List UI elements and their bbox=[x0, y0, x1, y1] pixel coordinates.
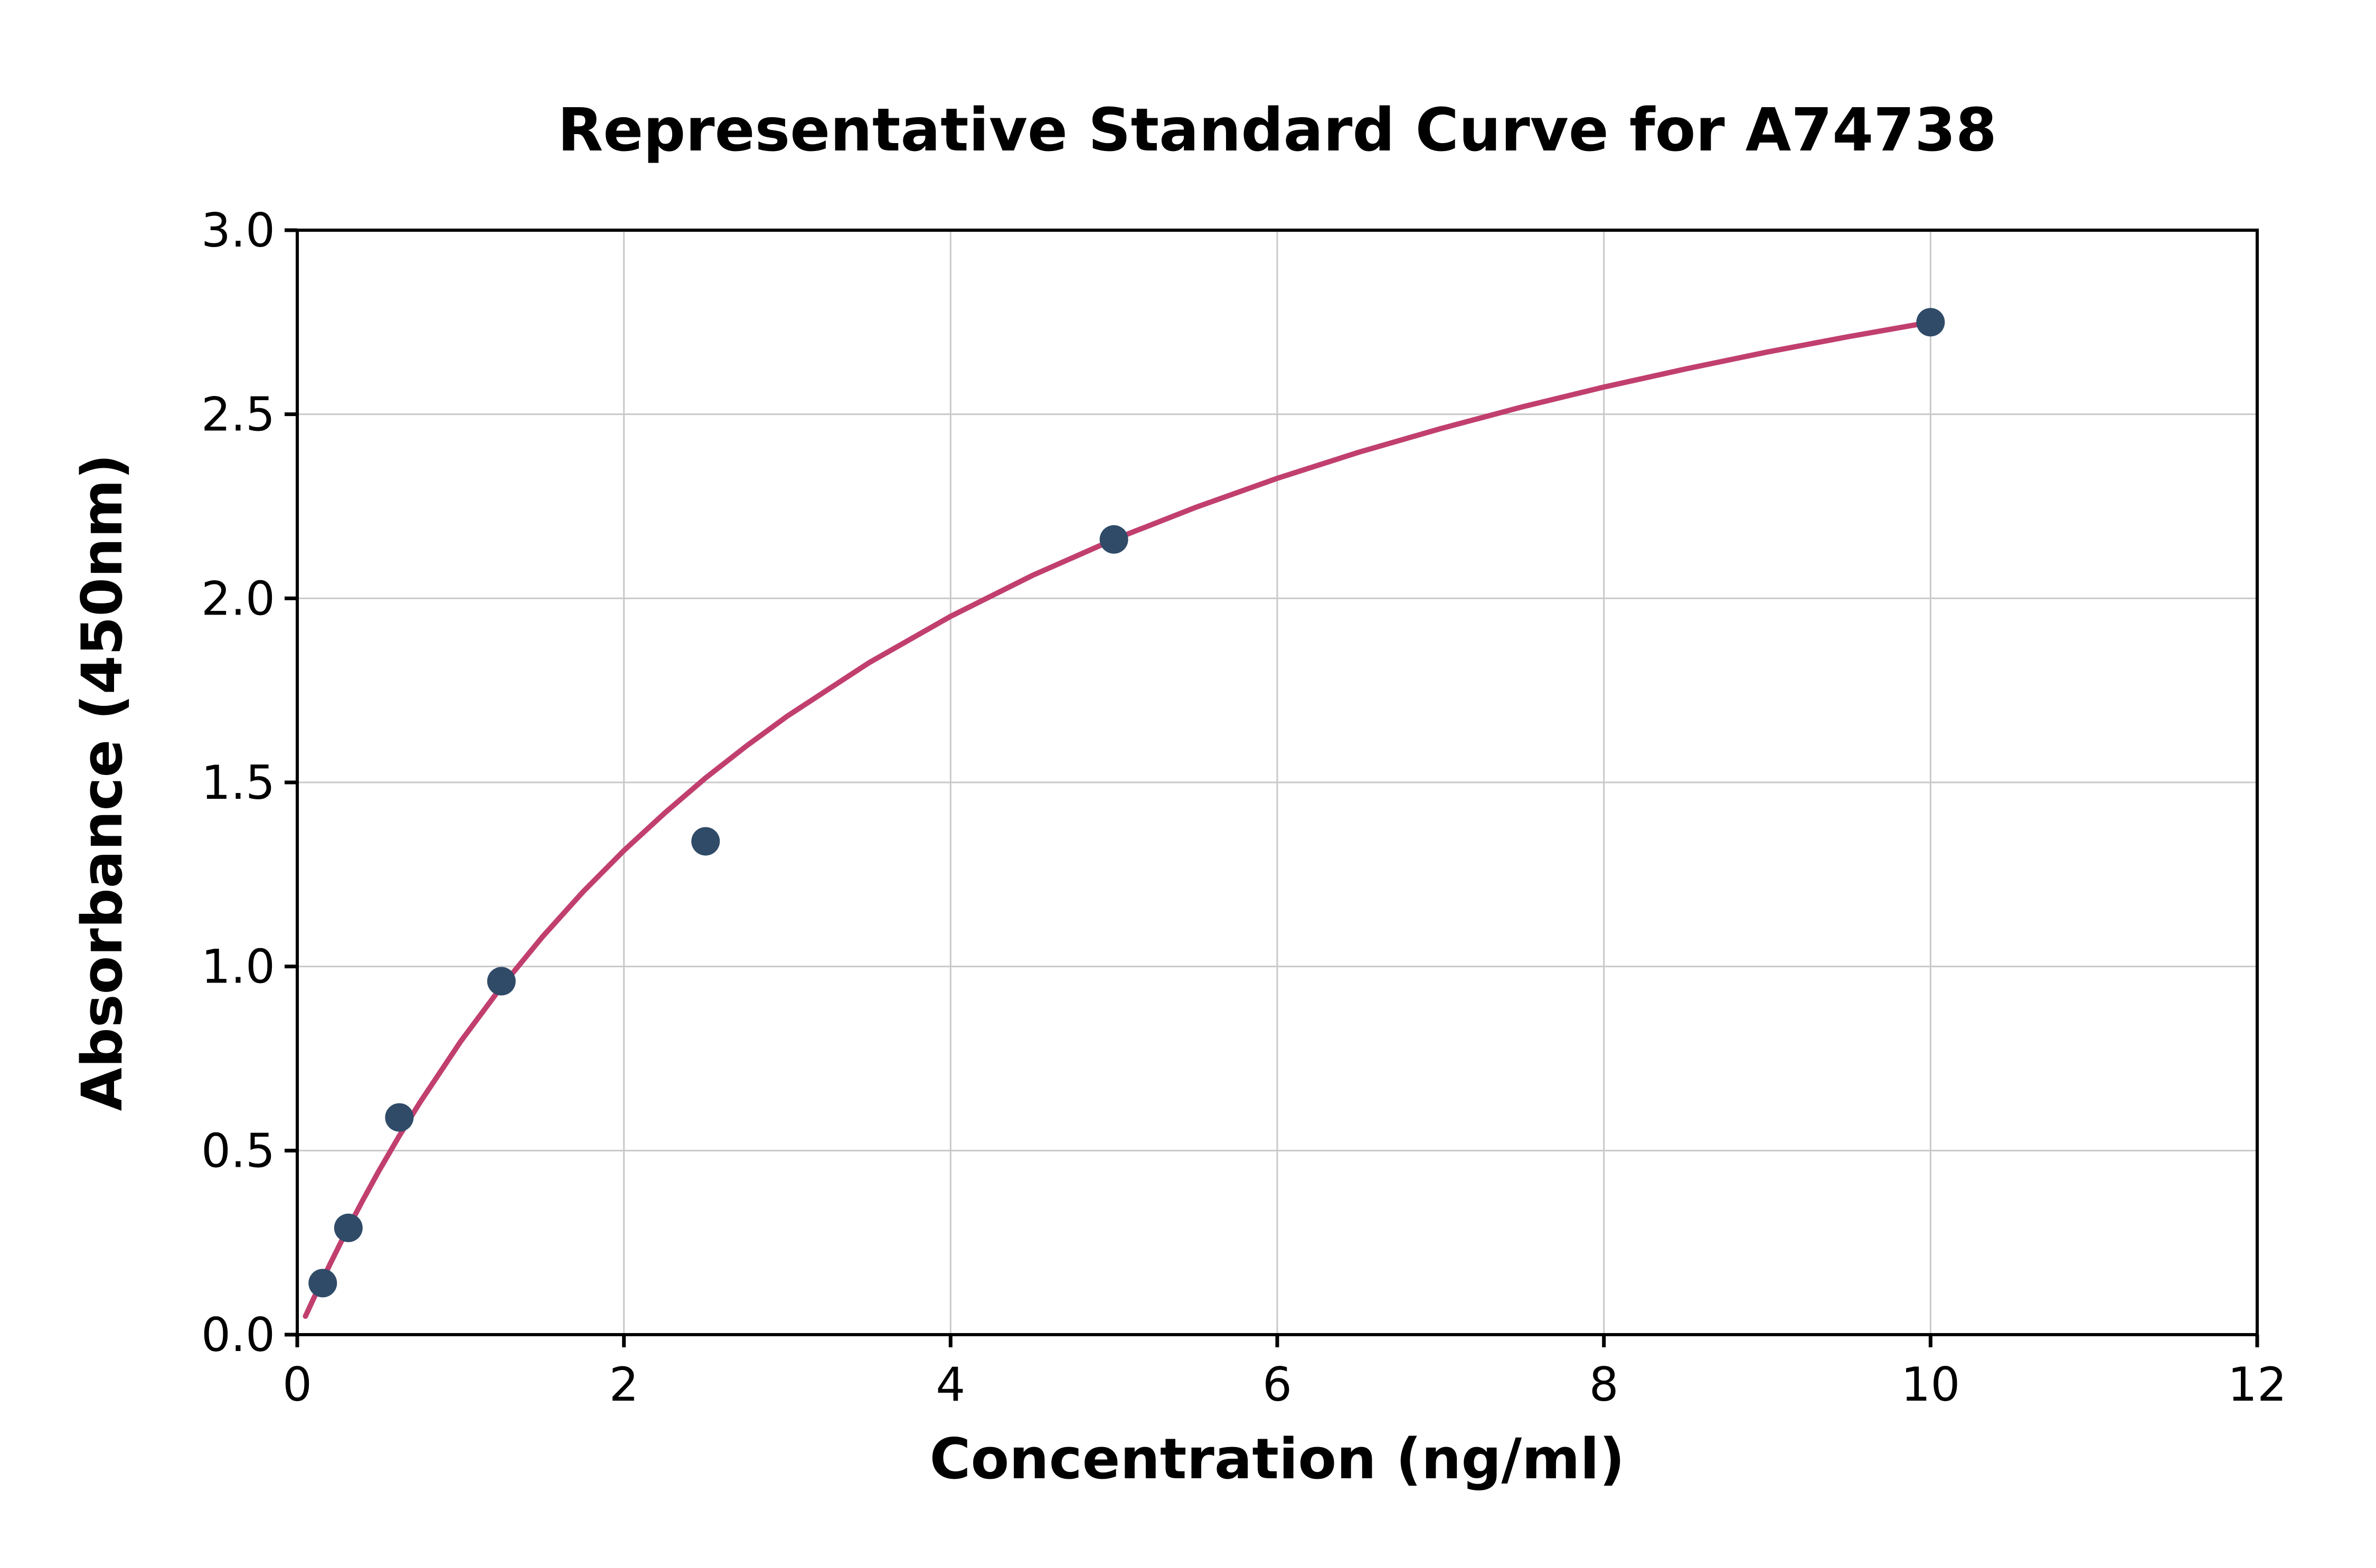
y-tick-label: 0.0 bbox=[201, 1308, 275, 1362]
y-tick-label: 2.0 bbox=[201, 571, 275, 626]
data-point bbox=[385, 1103, 414, 1132]
y-tick-label: 1.5 bbox=[201, 755, 275, 810]
data-point bbox=[1916, 308, 1945, 337]
x-tick-label: 6 bbox=[1262, 1357, 1292, 1412]
tick-label-layer: 0 2 4 6 8 10 12 0.0 0.5 1.0 1.5 2.0 2.5 3.0 bbox=[201, 203, 2287, 1412]
y-axis-label: Absorbance (450nm) bbox=[70, 454, 135, 1111]
x-tick-label: 12 bbox=[2228, 1357, 2287, 1412]
y-tick-label: 0.5 bbox=[201, 1123, 275, 1178]
data-point bbox=[691, 827, 720, 856]
tick-layer bbox=[285, 228, 2259, 1347]
y-tick-label: 1.0 bbox=[201, 940, 275, 994]
data-point bbox=[1099, 525, 1128, 554]
fit-curve bbox=[303, 319, 1934, 1319]
x-tick-label: 2 bbox=[609, 1357, 639, 1412]
x-tick-label: 10 bbox=[1901, 1357, 1960, 1412]
data-point bbox=[308, 1269, 337, 1298]
y-tick-label: 2.5 bbox=[201, 388, 275, 442]
data-layer bbox=[303, 308, 1945, 1319]
grid-layer bbox=[296, 229, 2258, 1336]
plot-border bbox=[296, 229, 2259, 1336]
data-point bbox=[487, 967, 516, 996]
x-tick-label: 0 bbox=[282, 1357, 312, 1412]
y-tick-label: 3.0 bbox=[201, 203, 275, 258]
data-point bbox=[334, 1213, 363, 1242]
x-axis-label: Concentration (ng/ml) bbox=[930, 1427, 1625, 1491]
plot-border-layer bbox=[296, 229, 2259, 1336]
x-tick-label: 8 bbox=[1589, 1357, 1619, 1412]
x-tick-label: 4 bbox=[936, 1357, 965, 1412]
chart-title: Representative Standard Curve for A74738 bbox=[558, 96, 1997, 165]
